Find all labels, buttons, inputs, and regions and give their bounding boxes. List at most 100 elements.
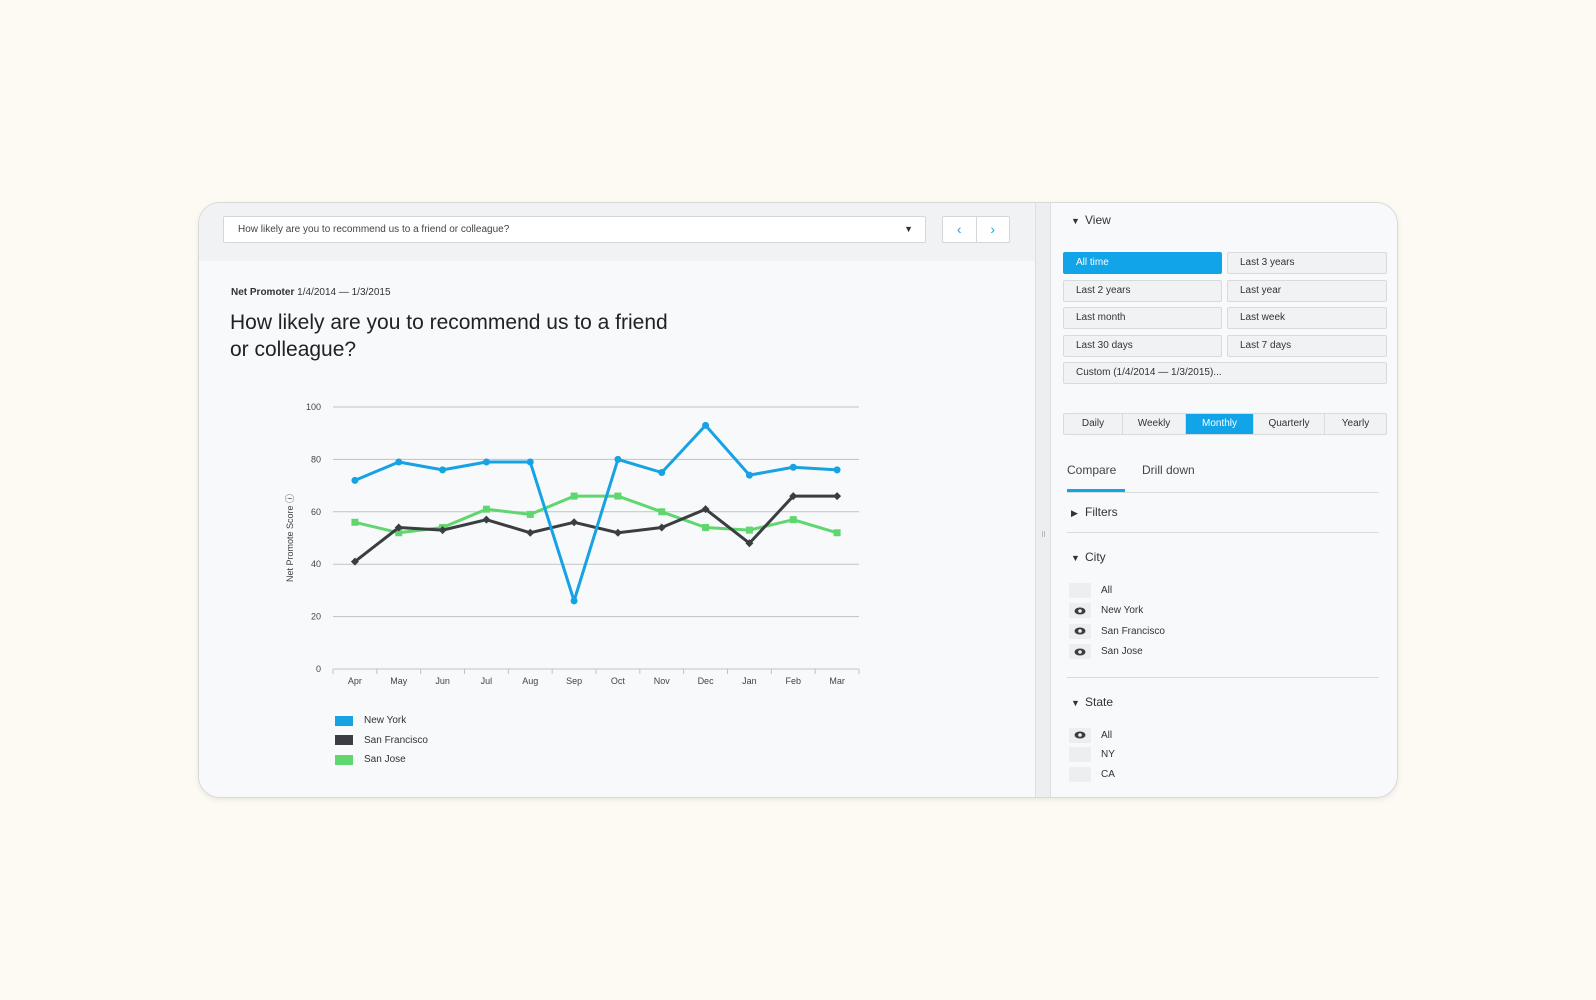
toolbar: How likely are you to recommend us to a …: [199, 203, 1035, 261]
x-tick-label: Sep: [566, 676, 582, 686]
prev-button[interactable]: ‹: [943, 217, 977, 242]
next-button[interactable]: ›: [990, 221, 996, 237]
view-section-header[interactable]: ▼ View: [1071, 213, 1111, 227]
drag-handle-icon[interactable]: [1042, 531, 1045, 537]
x-tick-label: Apr: [348, 676, 362, 686]
data-point: [657, 523, 666, 532]
data-point: [789, 492, 798, 501]
state-option[interactable]: NY: [1069, 746, 1115, 764]
legend-label: New York: [364, 715, 407, 727]
option-label: NY: [1101, 749, 1115, 760]
city-option[interactable]: San Jose: [1069, 643, 1143, 661]
range-last-year[interactable]: Last year: [1227, 280, 1387, 302]
legend-label: San Jose: [364, 754, 406, 766]
report-subtitle: Net Promoter 1/4/2014 — 1/3/2015: [231, 287, 391, 298]
legend-item[interactable]: New York: [335, 711, 428, 731]
data-point: [482, 515, 491, 524]
city-option[interactable]: San Francisco: [1069, 622, 1165, 640]
eye-icon[interactable]: [1069, 644, 1091, 659]
data-point: [658, 508, 666, 516]
legend-swatch: [335, 735, 353, 746]
eye-icon[interactable]: [1069, 603, 1091, 618]
range-last-7-days[interactable]: Last 7 days: [1227, 335, 1387, 357]
x-tick-label: Nov: [654, 676, 671, 686]
pager: ‹ ›: [942, 216, 1010, 243]
legend-swatch: [335, 715, 353, 726]
legend-item[interactable]: San Jose: [335, 750, 428, 770]
data-point: [438, 526, 447, 535]
state-option[interactable]: All: [1069, 726, 1112, 744]
option-label: All: [1101, 729, 1113, 741]
subtitle-label: Net Promoter: [231, 287, 295, 298]
range-last-3-years[interactable]: Last 3 years: [1227, 252, 1387, 274]
tab-drill-down[interactable]: Drill down: [1142, 463, 1195, 477]
tabs: Compare Drill down: [1067, 459, 1379, 493]
state-option[interactable]: CA: [1069, 765, 1115, 783]
chevron-down-icon: ▼: [904, 224, 913, 234]
interval-weekly[interactable]: Weekly: [1123, 414, 1186, 434]
range-last-month[interactable]: Last month: [1063, 307, 1222, 329]
data-point: [614, 492, 622, 500]
x-tick-label: Feb: [785, 676, 801, 686]
state-section-header[interactable]: ▼ State: [1071, 695, 1113, 709]
data-point: [482, 458, 490, 466]
data-point: [394, 523, 403, 532]
interval-selector: Daily Weekly Monthly Quarterly Yearly: [1063, 413, 1387, 435]
data-point: [789, 463, 797, 471]
range-last-30-days[interactable]: Last 30 days: [1063, 335, 1222, 357]
data-point: [395, 458, 403, 466]
range-last-week[interactable]: Last week: [1227, 307, 1387, 329]
data-point: [789, 516, 797, 524]
interval-monthly[interactable]: Monthly: [1186, 414, 1254, 434]
checkbox[interactable]: [1069, 766, 1091, 782]
data-point: [833, 466, 841, 474]
side-pane: ▼ View All time Last 3 years Last 2 years…: [1051, 203, 1397, 797]
y-tick-label: 0: [316, 664, 321, 674]
checkbox[interactable]: [1069, 747, 1091, 762]
legend-swatch: [335, 754, 353, 765]
city-option[interactable]: All: [1069, 581, 1112, 599]
data-point: [702, 421, 710, 429]
divider: [1067, 532, 1379, 533]
question-select[interactable]: How likely are you to recommend us to a …: [223, 216, 926, 243]
x-tick-label: Aug: [522, 676, 538, 686]
interval-quarterly[interactable]: Quarterly: [1254, 414, 1325, 434]
series-line: [354, 423, 838, 603]
data-point: [570, 492, 578, 500]
eye-icon[interactable]: [1069, 623, 1091, 639]
range-custom[interactable]: Custom (1/4/2014 — 1/3/2015)...: [1063, 362, 1387, 384]
interval-daily[interactable]: Daily: [1064, 414, 1123, 434]
legend-item[interactable]: San Francisco: [335, 731, 428, 751]
data-point: [658, 469, 666, 476]
data-point: [745, 539, 754, 548]
triangle-down-icon: ▼: [1071, 216, 1080, 226]
tab-compare[interactable]: Compare: [1067, 459, 1125, 492]
view-label: View: [1085, 213, 1111, 227]
y-tick-label: 100: [306, 402, 321, 412]
chart-legend: New York San Francisco San Jose: [335, 711, 428, 770]
option-label: CA: [1101, 768, 1115, 780]
city-section-header[interactable]: ▼ City: [1071, 550, 1106, 564]
option-label: San Francisco: [1101, 625, 1165, 637]
x-tick-label: Mar: [829, 676, 845, 686]
data-point: [614, 455, 622, 463]
data-point: [745, 526, 753, 534]
triangle-down-icon: ▼: [1071, 553, 1080, 563]
pane-divider[interactable]: [1035, 203, 1051, 797]
option-label: San Jose: [1101, 646, 1143, 657]
data-point: [745, 471, 753, 479]
range-last-2-years[interactable]: Last 2 years: [1063, 280, 1222, 302]
interval-yearly[interactable]: Yearly: [1341, 418, 1370, 429]
main-pane: How likely are you to recommend us to a …: [199, 203, 1035, 797]
filters-section-header[interactable]: ▶ Filters: [1071, 505, 1118, 519]
checkbox[interactable]: [1069, 582, 1091, 598]
x-tick-label: Dec: [698, 676, 715, 686]
range-all-time[interactable]: All time: [1063, 252, 1222, 274]
y-axis-label: Net Promote Score ⓘ: [285, 494, 295, 582]
data-point: [833, 492, 842, 501]
eye-icon[interactable]: [1069, 727, 1091, 743]
city-option[interactable]: New York: [1069, 602, 1143, 620]
data-point: [570, 597, 578, 605]
data-point: [701, 505, 710, 514]
x-tick-label: Jan: [742, 676, 757, 686]
